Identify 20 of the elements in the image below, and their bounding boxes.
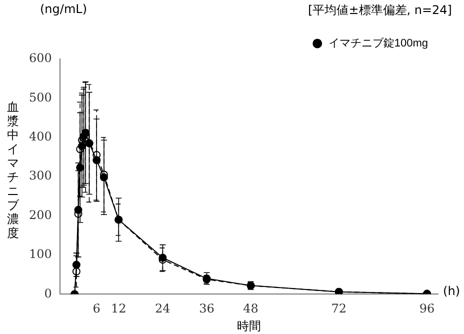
x-tick-label: 24 (155, 302, 171, 316)
y-tick-label: 0 (44, 286, 52, 300)
y-tick-label: 300 (29, 168, 52, 183)
text: (h) (443, 284, 460, 298)
x-tick-label: 48 (243, 302, 258, 316)
x-tick-label: 96 (419, 302, 435, 316)
legend-label: イマチニブ錠100mg (328, 36, 428, 50)
y-tick-label: 500 (29, 90, 52, 104)
x-tick-label: 6 (92, 302, 100, 316)
y-tick-label: 600 (29, 51, 52, 66)
y-tick-label: 100 (29, 247, 52, 262)
text: [平均値±標準偏差, n=24] (308, 2, 452, 19)
x-axis-title: 時間 (236, 319, 261, 334)
x-tick-label: 36 (199, 302, 214, 316)
x-tick-label: 12 (110, 302, 126, 316)
text: 血漿中イマチニブ濃度 (7, 100, 19, 240)
y-tick-label: 400 (29, 130, 52, 144)
text: (ng/mL) (40, 2, 88, 16)
x-tick-label: 72 (331, 302, 347, 316)
y-tick-label: 200 (29, 208, 52, 222)
